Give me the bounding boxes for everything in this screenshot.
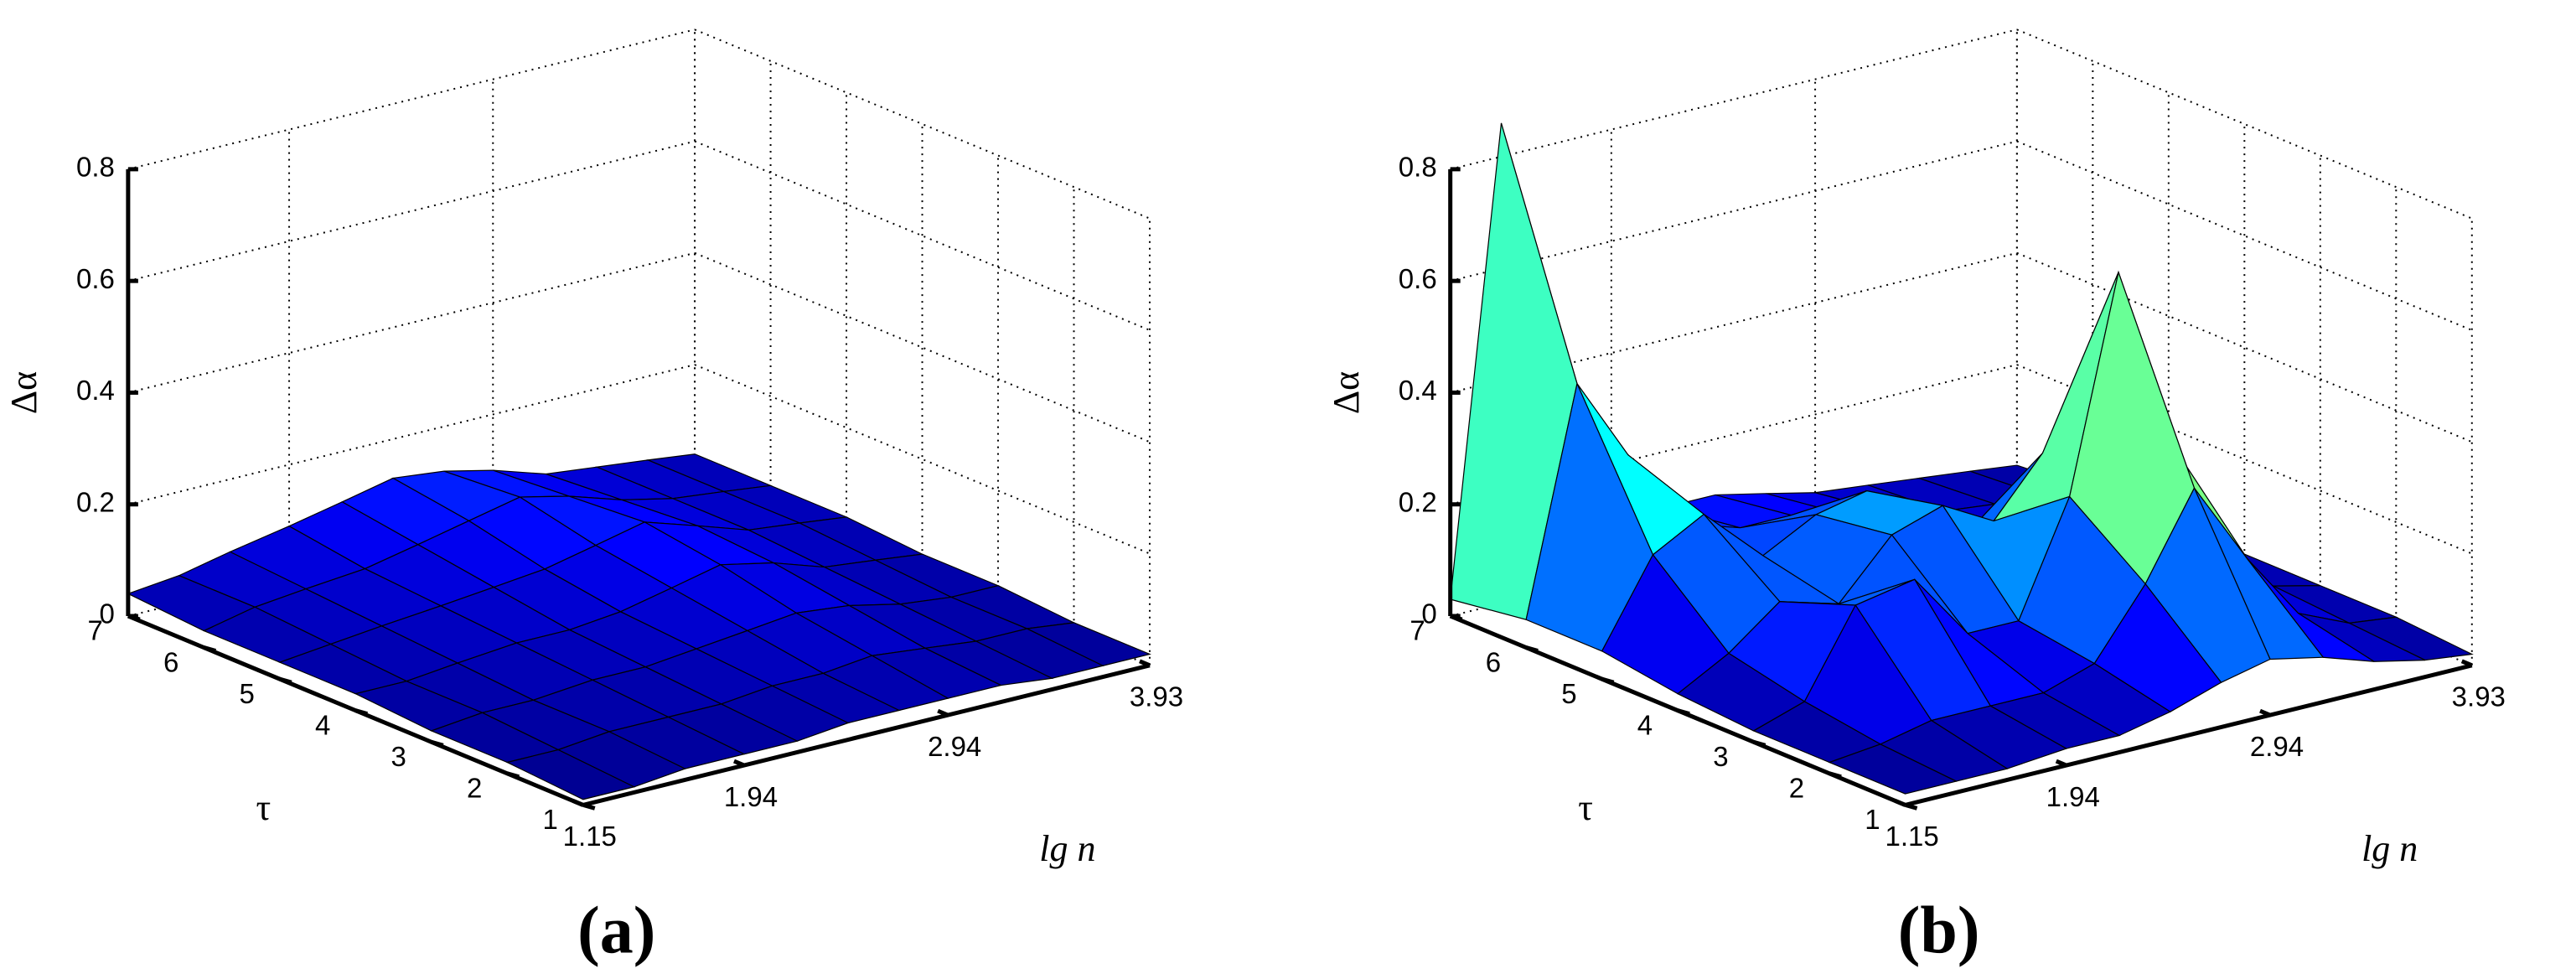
tick-mark [1139, 659, 1151, 668]
surface-chart: 0 0.2 0.4 0.6 0.8 1 2 3 4 5 6 7 1.15 1.94 2.94 3.93 Δα τ l… [1326, 28, 2506, 967]
z-tick-label: 0.6 [1399, 263, 1437, 294]
grid-line [694, 251, 1151, 443]
tick-mark [1677, 708, 1690, 717]
z-tick-label: 0.4 [1399, 375, 1437, 406]
y-tick-label: 2 [467, 773, 482, 804]
grid-line [127, 28, 696, 170]
z-tick-label: 0.4 [76, 375, 115, 406]
y-tick-label: 6 [163, 646, 178, 677]
y-tick-label: 7 [1410, 615, 1425, 646]
y-tick-label: 5 [239, 678, 254, 709]
tick-mark [1894, 799, 1906, 807]
x-tick-label: 2.94 [928, 731, 981, 762]
tick-mark [572, 799, 584, 807]
panel-label: (b) [1898, 894, 1980, 967]
tick-mark [1904, 802, 1918, 811]
y-tick-label: 3 [1713, 741, 1728, 772]
grid-line [2016, 140, 2473, 331]
tick-mark [2055, 759, 2067, 768]
z-tick-label: 0.8 [1399, 152, 1437, 183]
z-tick-label: 0 [1421, 598, 1436, 629]
tick-mark [431, 739, 444, 748]
surface-chart: 0 0.2 0.4 0.6 0.8 1 2 3 4 5 6 7 1.15 1.94 2.94 3.93 Δα τ l… [3, 28, 1183, 967]
tick-mark [354, 708, 369, 717]
z-tick-label: 0.8 [76, 152, 115, 183]
x-tick-label: 1.94 [724, 781, 778, 812]
z-tick-label: 0.6 [76, 263, 115, 294]
y-tick-label: 1 [1865, 804, 1880, 835]
y-tick-label: 4 [315, 709, 330, 740]
tick-mark [2460, 659, 2473, 668]
tick-mark [1525, 645, 1539, 653]
surface-facet [1828, 743, 1958, 795]
tick-mark [1601, 676, 1615, 685]
z-axis-label: Δα [1326, 371, 1367, 414]
z-tick-label: 0 [100, 598, 115, 629]
tick-mark [582, 802, 596, 811]
tick-mark [1449, 614, 1463, 622]
tick-mark [732, 759, 745, 768]
tick-mark [506, 771, 520, 780]
tick-mark [203, 645, 217, 653]
y-tick-label: 3 [391, 741, 406, 772]
x-axis-label: lg n [1039, 828, 1095, 869]
x-tick-label: 1.94 [2046, 781, 2100, 812]
x-tick-label: 3.93 [2452, 681, 2506, 712]
grid-line [694, 140, 1151, 331]
tick-mark [2259, 708, 2271, 717]
grid-line [127, 251, 696, 394]
z-axis-label: Δα [3, 371, 44, 414]
grid-line [127, 140, 696, 282]
y-tick-label: 2 [1789, 773, 1804, 804]
y-tick-label: 4 [1637, 709, 1653, 740]
x-axis-label: lg n [2361, 828, 2418, 869]
x-axis [582, 663, 1151, 807]
x-tick-label: 1.15 [1885, 821, 1938, 852]
grid-line [694, 364, 1151, 555]
tick-mark [1829, 771, 1842, 780]
z-tick-label: 0.2 [76, 486, 115, 517]
grid-line [2016, 251, 2473, 443]
grid-line [2016, 28, 2473, 220]
tick-mark [279, 676, 292, 685]
y-axis-label: τ [1578, 787, 1593, 828]
grid-line [694, 28, 1151, 220]
y-tick-label: 5 [1561, 678, 1576, 709]
y-tick-label: 6 [1486, 646, 1501, 677]
grid-line [1450, 28, 2018, 170]
y-tick-label: 1 [542, 804, 557, 835]
x-tick-label: 3.93 [1130, 681, 1183, 712]
y-tick-label: 7 [88, 615, 103, 646]
tick-mark [127, 614, 141, 622]
z-tick-label: 0.2 [1399, 486, 1437, 517]
tick-mark [937, 708, 949, 717]
surface-facet [505, 748, 636, 800]
panel-label: (a) [577, 894, 655, 967]
tick-mark [1752, 739, 1766, 748]
y-axis-label: τ [256, 787, 271, 828]
x-axis [1905, 663, 2473, 807]
x-tick-label: 1.15 [563, 821, 617, 852]
x-tick-label: 2.94 [2250, 731, 2304, 762]
